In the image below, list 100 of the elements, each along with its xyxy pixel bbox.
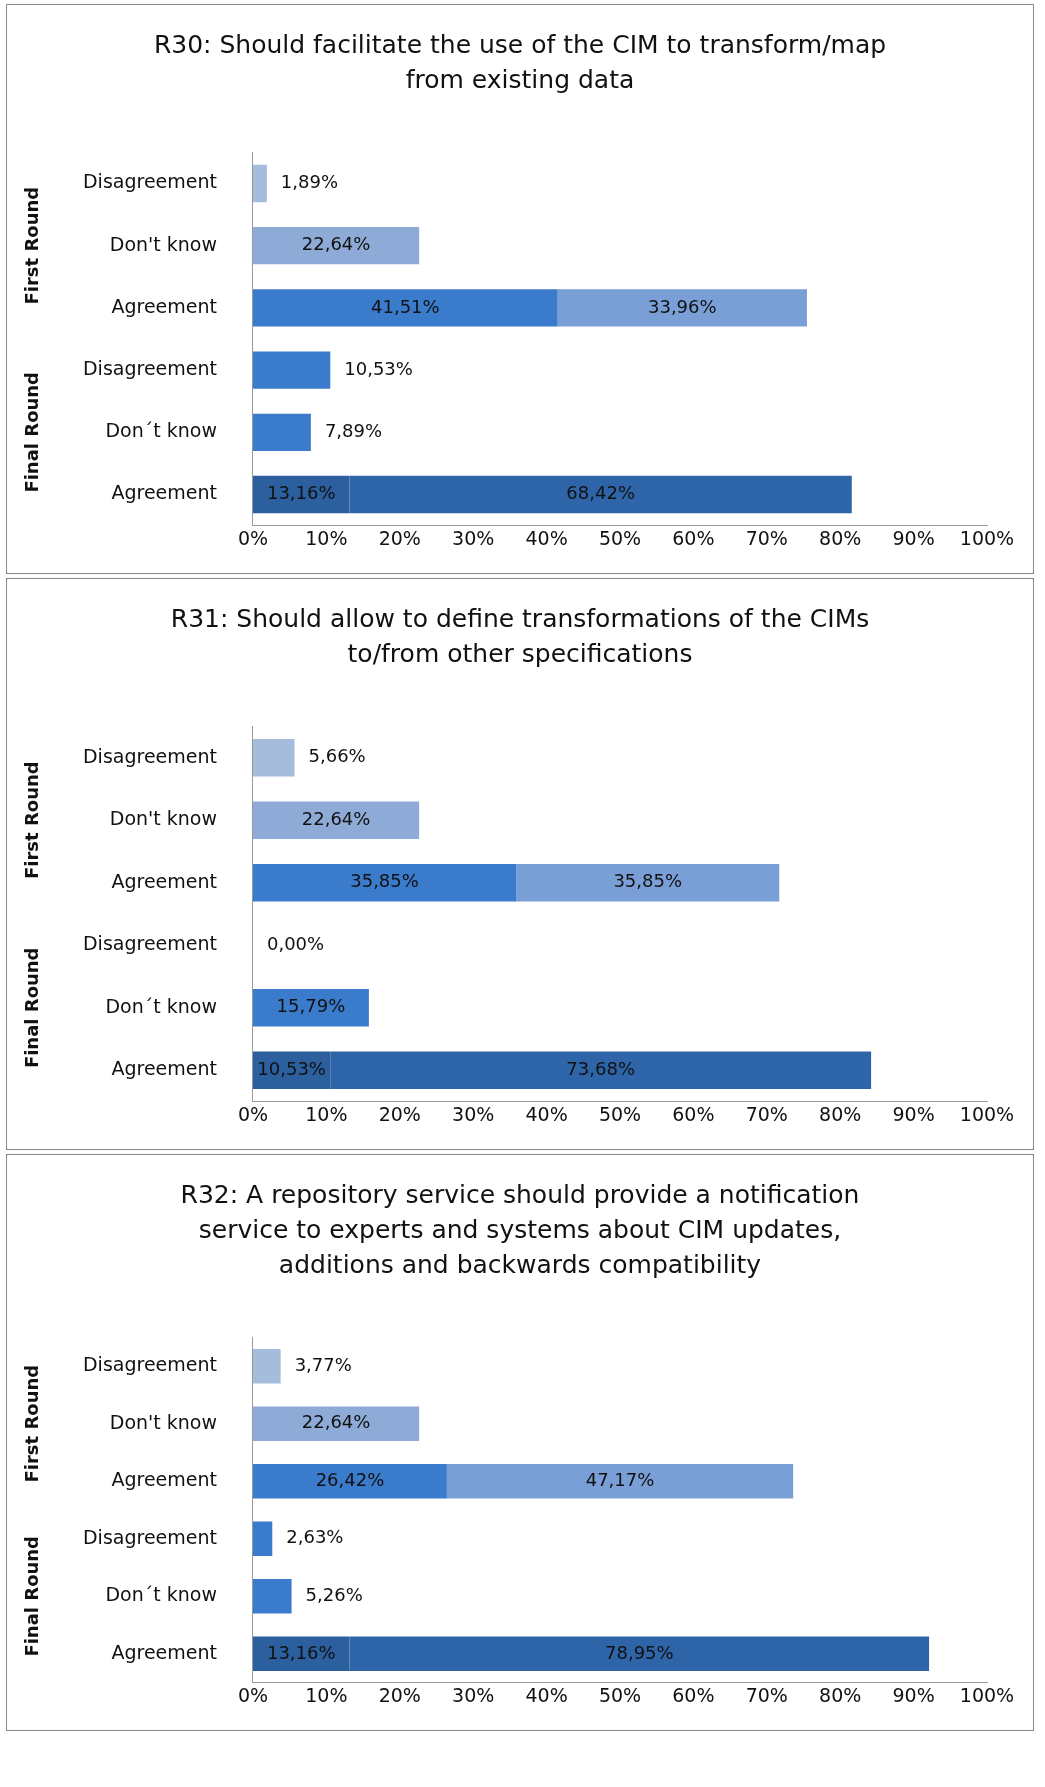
text: Final Round <box>20 1536 42 1657</box>
data-label: 2,63% <box>286 1526 344 1548</box>
x-tick-label: 100% <box>959 1102 1015 1125</box>
chart-title: R32: A repository service should provide a notification service to experts and systems about CIM updates, additions and backwards compatibility <box>179 1179 861 1281</box>
x-tick-label: 10% <box>305 1102 348 1125</box>
y-tick-label: Don´t know <box>105 994 217 1017</box>
data-label: 22,64% <box>301 233 371 255</box>
x-tick-label: 10% <box>305 526 348 549</box>
y-tick-label: Don't know <box>109 1410 217 1433</box>
data-label: 13,16% <box>266 1641 336 1663</box>
data-label: 35,85% <box>613 870 683 892</box>
y-tick-label: Don't know <box>109 232 217 255</box>
chart-title: R31: Should allow to define transformations of the CIMs to/from other specifications <box>169 603 871 670</box>
bar <box>252 413 311 451</box>
x-tick-label: 40% <box>525 1102 568 1125</box>
x-tick-label: 80% <box>819 1683 862 1706</box>
y-tick-label: Agreement <box>111 481 217 504</box>
x-tick-label: 90% <box>892 1683 935 1706</box>
y-tick-label: Don´t know <box>105 1583 217 1606</box>
y-tick-label: Don't know <box>109 807 217 830</box>
x-tick-label: 50% <box>598 1683 642 1706</box>
x-tick-label: 20% <box>378 526 421 549</box>
x-tick-label: 90% <box>892 526 935 549</box>
x-tick-label: 60% <box>672 1102 715 1125</box>
data-label: 10,53% <box>257 1058 326 1080</box>
bar <box>252 351 331 389</box>
x-tick-label: 60% <box>672 1683 715 1706</box>
text: Final Round <box>20 947 42 1069</box>
bar <box>252 164 267 203</box>
data-label: 35,85% <box>350 870 419 892</box>
y-tick-label: Disagreement <box>82 357 217 380</box>
bar <box>252 1348 281 1384</box>
y-tick-label: Don´t know <box>105 419 217 442</box>
data-label: 1,89% <box>280 171 339 193</box>
bar <box>252 863 517 902</box>
x-tick-label: 70% <box>745 1102 788 1125</box>
x-tick-label: 80% <box>819 1102 862 1125</box>
x-tick-label: 30% <box>452 1683 495 1706</box>
x-tick-label: 40% <box>525 526 568 549</box>
y-tick-label: Disagreement <box>82 1353 217 1376</box>
data-label: 0,00% <box>266 932 325 954</box>
text: First Round <box>20 186 42 305</box>
y-tick-label: Agreement <box>111 1057 217 1080</box>
x-tick-label: 20% <box>378 1683 421 1706</box>
data-label: 7,89% <box>324 419 383 441</box>
x-tick-label: 60% <box>672 526 715 549</box>
bar <box>446 1463 794 1499</box>
x-tick-label: 0% <box>237 1102 269 1125</box>
y-tick-label: Disagreement <box>82 170 217 193</box>
x-tick-label: 50% <box>598 1102 642 1125</box>
x-tick-label: 100% <box>959 526 1015 549</box>
x-tick-label: 50% <box>598 526 642 549</box>
data-label: 5,26% <box>305 1583 363 1605</box>
data-label: 47,17% <box>585 1468 655 1490</box>
data-label: 22,64% <box>301 807 371 829</box>
data-label: 5,66% <box>308 745 366 767</box>
bar <box>252 227 420 265</box>
data-label: 68,42% <box>566 482 635 504</box>
x-tick-label: 40% <box>525 1683 568 1706</box>
data-label: 78,95% <box>605 1641 674 1663</box>
y-tick-label: Disagreement <box>82 1525 217 1548</box>
x-tick-label: 70% <box>745 1683 788 1706</box>
bar <box>516 863 780 902</box>
data-label: 41,51% <box>371 295 440 317</box>
y-tick-label: Agreement <box>111 294 217 317</box>
bar <box>252 1579 292 1614</box>
data-label: 15,79% <box>276 995 346 1017</box>
x-tick-label: 0% <box>237 526 269 549</box>
x-tick-label: 20% <box>378 1102 421 1125</box>
bar <box>252 1406 420 1441</box>
data-label: 33,96% <box>647 295 717 317</box>
x-tick-label: 10% <box>305 1683 348 1706</box>
bar <box>252 1463 447 1499</box>
data-label: 26,42% <box>315 1468 385 1490</box>
data-label: 73,68% <box>566 1058 635 1080</box>
x-tick-label: 90% <box>892 1102 935 1125</box>
chart-title: R30: Should facilitate the use of the CIM to transform/map from existing data <box>152 29 888 96</box>
y-tick-label: Disagreement <box>82 744 217 767</box>
x-tick-label: 80% <box>819 526 862 549</box>
x-tick-label: 70% <box>745 526 788 549</box>
x-tick-label: 100% <box>959 1683 1015 1706</box>
text: First Round <box>20 1364 42 1483</box>
data-label: 10,53% <box>344 357 413 379</box>
data-label: 22,64% <box>301 1411 371 1433</box>
bar <box>252 1521 273 1557</box>
text: Final Round <box>20 372 42 493</box>
bar <box>557 289 807 327</box>
bar <box>252 289 558 327</box>
y-tick-label: Agreement <box>111 869 217 892</box>
x-tick-label: 0% <box>237 1683 269 1706</box>
x-tick-label: 30% <box>452 1102 495 1125</box>
bar <box>252 801 420 839</box>
data-label: 13,16% <box>266 482 336 504</box>
data-label: 3,77% <box>294 1353 352 1375</box>
y-tick-label: Agreement <box>111 1468 217 1491</box>
bar <box>252 989 369 1027</box>
x-tick-label: 30% <box>452 526 495 549</box>
y-tick-label: Disagreement <box>82 932 217 955</box>
text: First Round <box>20 761 42 880</box>
bar <box>252 738 295 777</box>
